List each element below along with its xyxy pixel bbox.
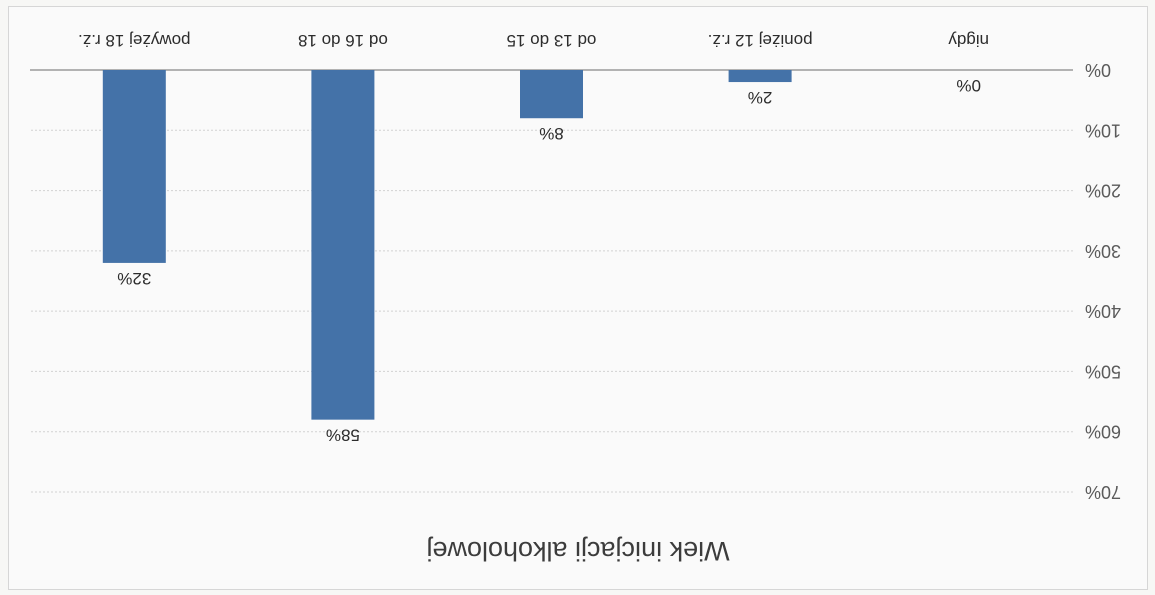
bar xyxy=(520,70,583,119)
bar xyxy=(728,70,792,83)
x-tick-label: od 13 do 15 xyxy=(507,31,597,50)
bar xyxy=(311,70,375,420)
data-label: 32% xyxy=(117,269,151,288)
data-label: 0% xyxy=(956,76,981,95)
data-label: 2% xyxy=(748,88,773,107)
y-tick-label: 20% xyxy=(1085,181,1121,201)
data-label: 8% xyxy=(539,124,564,143)
y-tick-label: 40% xyxy=(1085,301,1121,321)
y-tick-label: 30% xyxy=(1085,241,1121,261)
chart-title: Wiek inicjacji alkoholowej xyxy=(426,536,729,566)
data-label: 58% xyxy=(326,426,360,445)
y-tick-label: 50% xyxy=(1085,361,1121,381)
x-tick-label: nigdy xyxy=(948,31,989,50)
bar xyxy=(102,70,166,263)
y-tick-label: 10% xyxy=(1085,120,1121,140)
x-tick-label: poniżej 12 r.ż. xyxy=(708,31,813,50)
x-tick-label: od 16 do 18 xyxy=(298,31,388,50)
y-tick-label: 70% xyxy=(1085,482,1121,502)
x-tick-label: powyżej 18 r.ż. xyxy=(78,31,190,50)
y-tick-label: 60% xyxy=(1085,422,1121,442)
y-tick-label: 0% xyxy=(1085,60,1111,80)
